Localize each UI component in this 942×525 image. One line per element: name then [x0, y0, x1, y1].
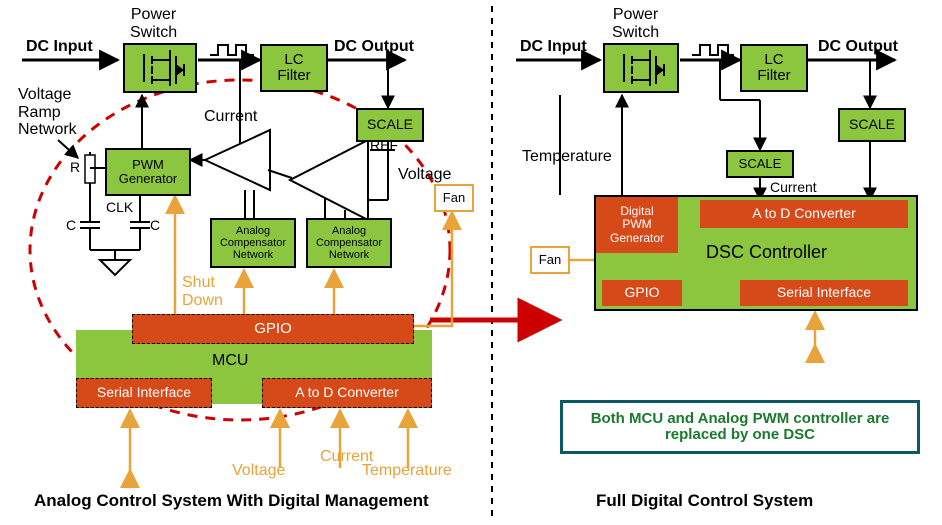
- title-right: Full Digital Control System: [596, 492, 813, 511]
- current-label: Current: [204, 108, 257, 126]
- mcu-label: MCU: [212, 352, 248, 370]
- callout-box: Both MCU and Analog PWM controller are r…: [560, 400, 920, 454]
- diagram-stage: DC Input Power Switch LC Filter DC Outpu…: [0, 0, 942, 525]
- power-switch-label-r: Power Switch: [612, 6, 659, 41]
- pwm-generator-box: PWM Generator: [105, 148, 191, 196]
- scale2-box: SCALE: [726, 150, 794, 178]
- mcu-bg: [76, 330, 432, 404]
- acn2-box: Analog Compensator Network: [306, 218, 392, 268]
- title-left: Analog Control System With Digital Manag…: [34, 492, 429, 511]
- adc-box-r: A to D Converter: [700, 200, 908, 228]
- lc-filter-box: LC Filter: [260, 44, 328, 92]
- temperature-label: Temperature: [362, 462, 452, 480]
- voltage2-label: Voltage: [232, 462, 285, 480]
- fan-box-right: Fan: [530, 246, 570, 274]
- r-label: R: [70, 160, 80, 175]
- shutdown-label: Shut Down: [182, 274, 223, 309]
- c1-label: C: [66, 218, 76, 233]
- scale1-box: SCALE: [838, 108, 906, 142]
- fan-box-left: Fan: [434, 184, 474, 212]
- acn1-box: Analog Compensator Network: [210, 218, 296, 268]
- serial-box-r: Serial Interface: [740, 280, 908, 306]
- serial-box: Serial Interface: [76, 378, 212, 408]
- power-switch-label: Power Switch: [130, 6, 177, 41]
- wire-layer: [0, 0, 942, 525]
- clk-label: CLK: [106, 200, 133, 215]
- scale-box: SCALE: [356, 108, 424, 142]
- voltage-ramp-label: Voltage Ramp Network: [18, 86, 77, 139]
- voltage-label: Voltage: [398, 166, 451, 184]
- dsc-box: DSC Controller: [594, 195, 918, 311]
- c2-label: C: [150, 218, 160, 233]
- temperature-label-r: Temperature: [522, 148, 612, 166]
- dc-input-label: DC Input: [26, 38, 93, 56]
- gpio-box-r: GPIO: [602, 280, 682, 306]
- callout-text: Both MCU and Analog PWM controller are r…: [563, 411, 917, 444]
- ref-label: REF: [370, 138, 398, 153]
- dc-output-label: DC Output: [334, 38, 414, 56]
- adc-box: A to D Converter: [262, 378, 432, 408]
- gpio-box: GPIO: [132, 314, 414, 344]
- dc-output-label-r: DC Output: [818, 38, 898, 56]
- lc-filter-box-r: LC Filter: [740, 44, 808, 92]
- current-label-r: Current: [770, 180, 817, 195]
- dpwm-box: Digital PWM Generator: [596, 197, 678, 253]
- dc-input-label-r: DC Input: [520, 38, 587, 56]
- current2-label: Current: [320, 448, 373, 466]
